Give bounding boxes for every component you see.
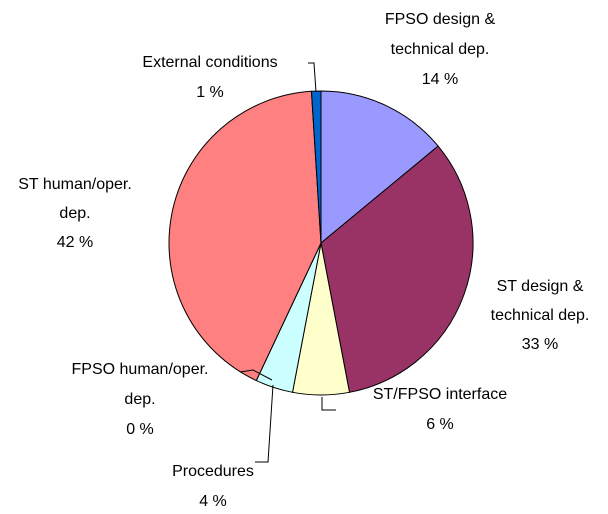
pie-slice bbox=[320, 145, 474, 393]
value-label: 1 % bbox=[196, 84, 224, 101]
value-label: 14 % bbox=[422, 71, 458, 88]
slice-label: FPSO human/oper. dep. bbox=[72, 361, 209, 408]
leader-line bbox=[239, 369, 273, 381]
leader-line bbox=[255, 384, 274, 463]
pie-slice bbox=[168, 90, 322, 382]
value-label: 6 % bbox=[426, 416, 454, 433]
slice-label: ST human/oper. dep. bbox=[18, 176, 132, 222]
slice-label: ST/FPSO interface bbox=[373, 386, 507, 403]
pie-slice bbox=[320, 90, 439, 245]
slice-label: Procedures bbox=[172, 463, 254, 480]
value-label: 4 % bbox=[199, 493, 227, 510]
value-label: 0 % bbox=[126, 421, 154, 438]
value-label: 33 % bbox=[522, 336, 558, 353]
slice-label: FPSO design & technical dep. bbox=[385, 11, 496, 58]
value-label: 42 % bbox=[57, 234, 93, 251]
leader-line bbox=[308, 62, 317, 93]
slice-label: External conditions bbox=[142, 54, 277, 71]
slice-label: ST design & technical dep. bbox=[491, 278, 590, 324]
leader-line bbox=[321, 397, 336, 411]
